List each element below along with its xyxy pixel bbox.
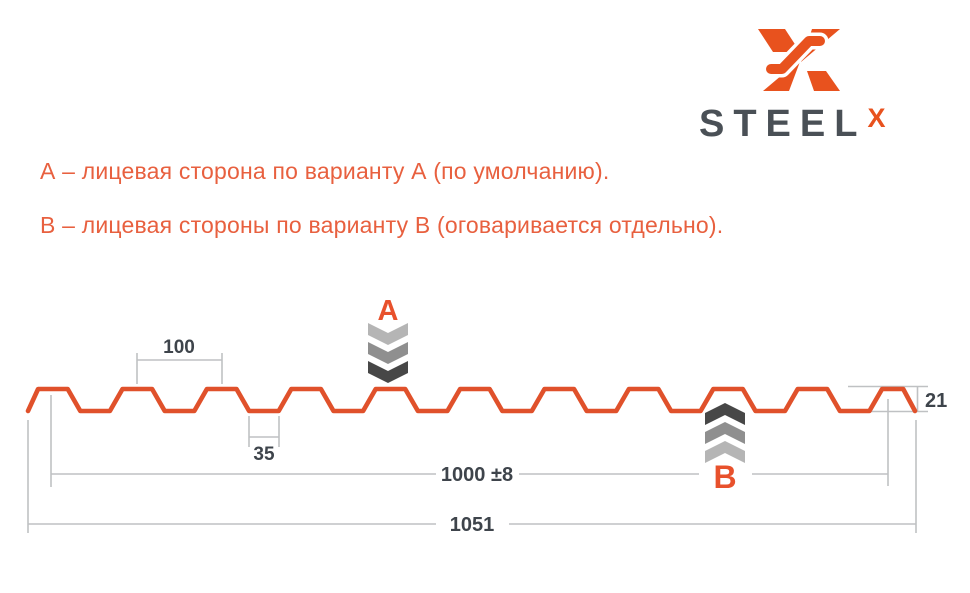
dim-overall-width-1051: 1051 xyxy=(27,420,917,536)
logo: STEELX xyxy=(0,0,970,150)
brand-wordmark: STEELX xyxy=(699,103,885,149)
brand-x-letter: X xyxy=(867,103,886,133)
marker-a-label: A xyxy=(378,295,399,327)
profile-outline xyxy=(25,386,918,414)
dim-overall-width-label: 1051 xyxy=(450,514,495,536)
dim-working-width-1000: 1000 ±8 xyxy=(50,395,889,487)
dim-valley-35: 35 xyxy=(248,416,280,465)
dim-height-label: 21 xyxy=(925,390,947,412)
dim-pitch-label: 100 xyxy=(163,337,195,358)
marker-side-a: A xyxy=(368,295,408,383)
note-line-variant-a: А – лицевая сторона по варианту А (по ум… xyxy=(40,158,610,184)
chevron-down-icon xyxy=(368,361,408,383)
chevron-up-icon xyxy=(705,441,745,463)
dim-pitch-100: 100 xyxy=(136,337,223,384)
marker-side-b: B xyxy=(705,403,745,495)
note-line-variant-b: В – лицевая стороны по варианту В (огова… xyxy=(40,212,724,238)
chevron-up-icon xyxy=(705,422,745,444)
chevron-down-icon xyxy=(368,342,408,364)
dim-working-width-label: 1000 ±8 xyxy=(441,464,513,486)
chevron-down-icon xyxy=(368,323,408,345)
chevron-up-icon xyxy=(705,403,745,425)
steelx-logo-icon xyxy=(758,29,840,91)
brand-text: STEEL xyxy=(699,103,867,145)
marker-b-label: B xyxy=(713,459,736,495)
dim-valley-label: 35 xyxy=(253,444,275,465)
